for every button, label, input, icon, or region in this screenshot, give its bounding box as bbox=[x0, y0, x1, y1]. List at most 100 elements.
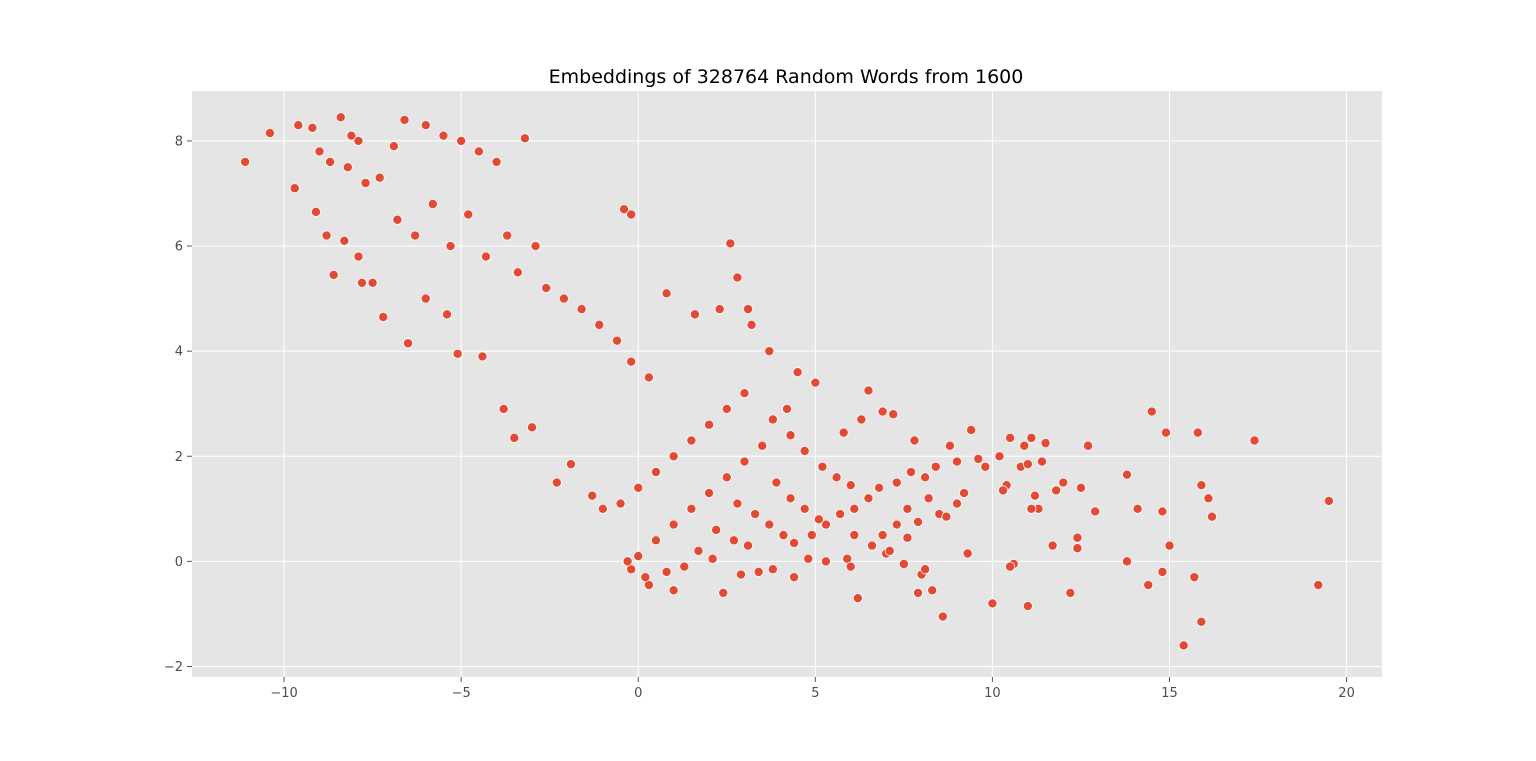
data-point bbox=[944, 440, 955, 451]
data-point bbox=[541, 283, 552, 294]
data-point bbox=[264, 128, 275, 139]
data-point bbox=[743, 540, 754, 551]
data-point bbox=[863, 493, 874, 504]
data-point bbox=[565, 459, 576, 470]
data-point bbox=[456, 135, 467, 146]
data-point bbox=[502, 230, 513, 241]
data-point bbox=[1203, 493, 1214, 504]
data-point bbox=[813, 514, 824, 525]
data-point bbox=[473, 146, 484, 157]
data-point bbox=[342, 162, 353, 173]
data-point bbox=[353, 251, 364, 262]
y-tick-label: 4 bbox=[175, 345, 183, 360]
x-tick-label: −5 bbox=[452, 686, 471, 701]
data-point bbox=[902, 532, 913, 543]
data-point bbox=[920, 564, 931, 575]
data-point bbox=[771, 477, 782, 488]
data-point bbox=[452, 348, 463, 359]
data-point bbox=[799, 446, 810, 457]
data-point bbox=[923, 493, 934, 504]
data-point bbox=[1051, 485, 1062, 496]
data-point bbox=[867, 540, 878, 551]
data-point bbox=[612, 335, 623, 346]
data-point bbox=[735, 569, 746, 580]
data-point bbox=[530, 241, 541, 252]
plot-area bbox=[192, 91, 1382, 677]
data-point bbox=[1065, 587, 1076, 598]
data-point bbox=[1164, 540, 1175, 551]
data-point bbox=[952, 456, 963, 467]
data-point bbox=[445, 241, 456, 252]
data-point bbox=[721, 472, 732, 483]
data-point bbox=[909, 435, 920, 446]
x-tick-label: 5 bbox=[811, 686, 819, 701]
data-point bbox=[558, 293, 569, 304]
data-point bbox=[640, 572, 651, 583]
data-point bbox=[689, 309, 700, 320]
data-point bbox=[633, 482, 644, 493]
data-point bbox=[856, 414, 867, 425]
data-point bbox=[1040, 438, 1051, 449]
data-point bbox=[750, 509, 761, 520]
data-point bbox=[661, 288, 672, 299]
y-tick-label: 2 bbox=[175, 450, 183, 465]
data-point bbox=[952, 498, 963, 509]
data-point bbox=[980, 461, 991, 472]
data-point bbox=[410, 230, 421, 241]
data-point bbox=[789, 537, 800, 548]
data-point bbox=[1022, 459, 1033, 470]
data-point bbox=[707, 553, 718, 564]
data-point bbox=[399, 114, 410, 125]
data-point bbox=[509, 432, 520, 443]
data-point bbox=[739, 456, 750, 467]
data-point bbox=[438, 130, 449, 141]
data-point bbox=[420, 120, 431, 131]
data-point bbox=[803, 553, 814, 564]
data-point bbox=[937, 611, 948, 622]
data-point bbox=[845, 480, 856, 491]
data-point bbox=[1090, 506, 1101, 517]
data-point bbox=[1157, 566, 1168, 577]
data-point bbox=[728, 535, 739, 546]
data-point bbox=[767, 414, 778, 425]
data-point bbox=[1313, 580, 1324, 591]
data-point bbox=[367, 277, 378, 288]
data-point bbox=[725, 238, 736, 249]
data-point bbox=[512, 267, 523, 278]
data-point bbox=[920, 472, 931, 483]
data-point bbox=[806, 530, 817, 541]
data-point bbox=[1058, 477, 1069, 488]
data-point bbox=[1160, 427, 1171, 438]
data-point bbox=[739, 388, 750, 399]
data-point bbox=[852, 593, 863, 604]
data-point bbox=[888, 409, 899, 420]
data-point bbox=[314, 146, 325, 157]
data-point bbox=[307, 122, 318, 133]
data-point bbox=[328, 269, 339, 280]
data-point bbox=[310, 206, 321, 217]
data-point bbox=[1026, 432, 1037, 443]
data-point bbox=[849, 503, 860, 514]
data-point bbox=[615, 498, 626, 509]
data-point bbox=[898, 559, 909, 570]
data-point bbox=[1143, 580, 1154, 591]
data-point bbox=[293, 120, 304, 131]
data-point bbox=[1019, 440, 1030, 451]
data-point bbox=[463, 209, 474, 220]
data-point bbox=[576, 304, 587, 315]
data-point bbox=[966, 424, 977, 435]
data-point bbox=[633, 551, 644, 562]
x-tick-label: 0 bbox=[634, 686, 642, 701]
x-tick-label: 15 bbox=[1161, 686, 1178, 701]
data-point bbox=[619, 204, 630, 215]
data-point bbox=[1122, 556, 1133, 567]
data-point bbox=[360, 177, 371, 188]
data-point bbox=[594, 319, 605, 330]
data-point bbox=[785, 430, 796, 441]
data-point bbox=[778, 530, 789, 541]
data-point bbox=[1196, 616, 1207, 627]
data-point bbox=[626, 356, 637, 367]
data-point bbox=[643, 372, 654, 383]
data-point bbox=[1005, 432, 1016, 443]
data-point bbox=[714, 304, 725, 315]
